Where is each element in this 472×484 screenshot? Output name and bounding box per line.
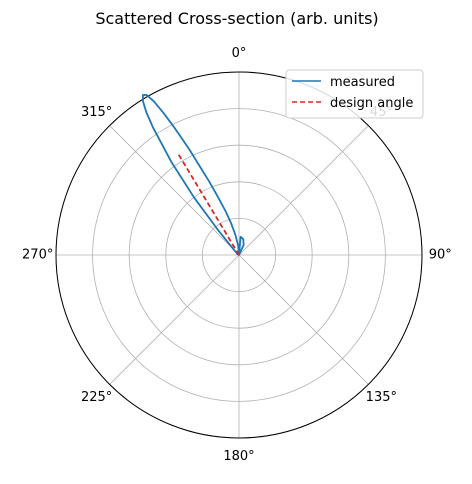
legend: measured design angle xyxy=(286,70,423,118)
legend-label-design-angle: design angle xyxy=(330,96,413,111)
angle-tick-label: 90° xyxy=(429,248,452,263)
angle-tick-label: 315° xyxy=(81,105,112,120)
legend-label-measured: measured xyxy=(330,75,395,90)
chart-title: Scattered Cross-section (arb. units) xyxy=(95,9,378,28)
angular-grid-line xyxy=(110,126,239,255)
series-layer xyxy=(143,95,244,255)
angle-tick-label: 0° xyxy=(232,46,247,61)
angular-grid-line xyxy=(110,255,239,384)
angular-grid-line xyxy=(239,126,368,255)
angle-tick-label: 270° xyxy=(22,248,53,263)
series-line-measured xyxy=(143,95,244,255)
angle-tick-label: 135° xyxy=(366,390,397,405)
angle-tick-label: 180° xyxy=(223,449,254,464)
angular-grid-line xyxy=(239,255,368,384)
angle-tick-label: 225° xyxy=(81,390,112,405)
